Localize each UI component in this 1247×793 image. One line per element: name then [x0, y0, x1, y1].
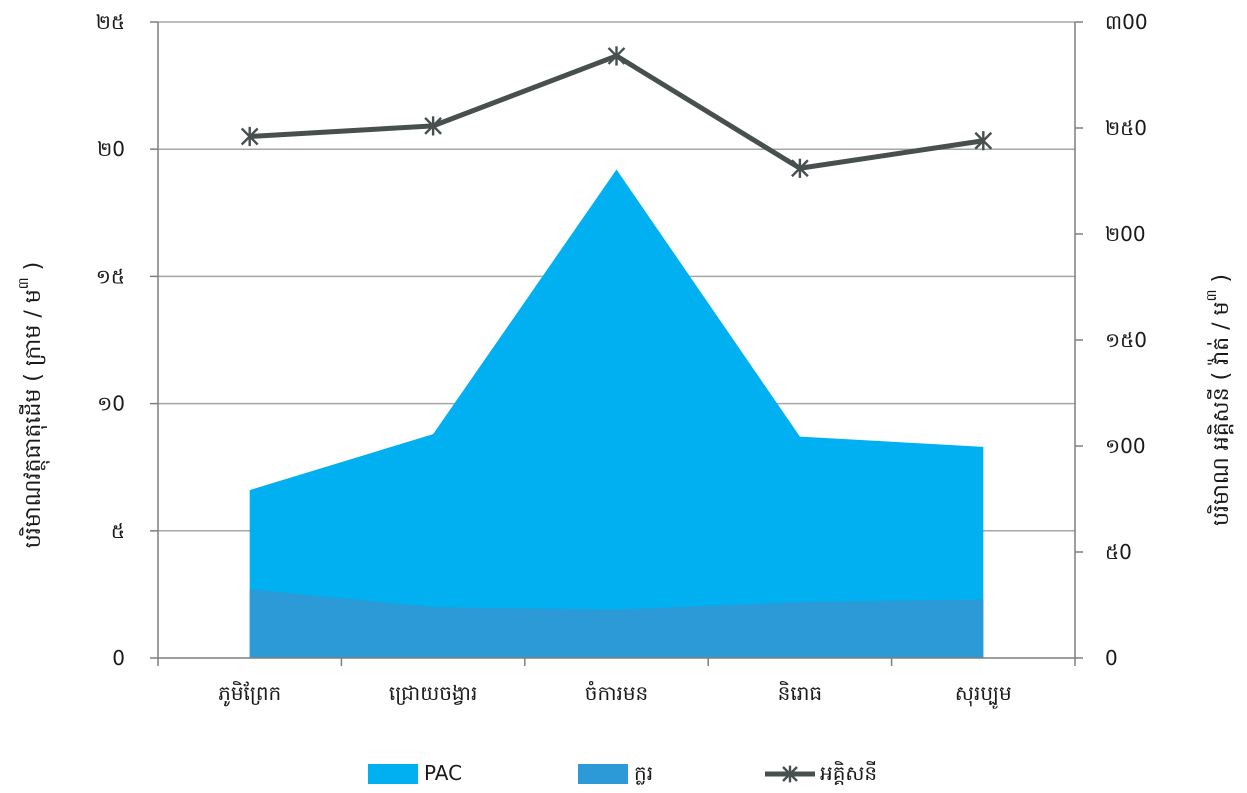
- y-left-tick-label: ១៥: [96, 264, 125, 288]
- legend-label-chlorine: ក្លរ: [634, 761, 653, 785]
- y-right-tick-label: ១៥0: [1105, 328, 1147, 352]
- line-electricity: [249, 53, 984, 171]
- x-tick-label: ជ្រោយចង្វារ: [389, 681, 477, 705]
- y-left-axis-title: បរិមាណវត្ថុធាតុដើម ( ក្រាម / ម៣ ): [16, 262, 50, 548]
- legend-swatch-pac: [368, 764, 418, 784]
- point-electricity: [607, 46, 626, 66]
- legend-swatch-chlorine: [578, 764, 628, 784]
- y-right-tick-label: 0: [1105, 646, 1118, 670]
- x-tick-label: ចំការមន: [585, 680, 648, 705]
- y-right-tick-label: ២00: [1105, 222, 1146, 246]
- y-left-tick-label: ២៥: [96, 10, 125, 34]
- legend-marker-electricity: [782, 765, 798, 783]
- x-tick-label: ភូមិព្រែក: [218, 680, 281, 707]
- point-electricity: [424, 116, 442, 136]
- y-right-tick-label: ៥0: [1105, 540, 1132, 564]
- y-left-tick-label: ១0: [97, 392, 125, 416]
- legend-label-pac: PAC: [424, 761, 462, 785]
- y-left-tick-label: ២0: [97, 137, 125, 161]
- y-right-tick-label: ១00: [1105, 434, 1146, 458]
- point-electricity: [791, 158, 809, 178]
- point-electricity: [240, 126, 259, 147]
- y-left-tick-label: 0: [112, 646, 125, 670]
- legend: PAC ក្លរ អគ្គិសនី: [368, 760, 877, 785]
- axes: [150, 21, 1083, 666]
- area-chlorine: [249, 589, 984, 658]
- point-electricity: [974, 131, 993, 151]
- y-right-tick-label: ៣00: [1105, 10, 1148, 34]
- y-left-tick-label: ៥: [111, 519, 125, 543]
- area-layer: [249, 169, 984, 658]
- y-right-tick-label: ២៥0: [1105, 116, 1147, 140]
- legend-label-electricity: អគ្គិសនី: [820, 760, 877, 785]
- area-pac: [249, 169, 984, 658]
- x-tick-label: សុរប្បូម: [955, 681, 1012, 709]
- line-layer: [240, 46, 993, 178]
- x-tick-label: និរោធ: [778, 680, 822, 705]
- legend-asterisk: [782, 765, 798, 783]
- y-right-axis-title: បរិមាណ អគ្គិសនី ( វ៉ាត់ / ម៣ ): [1204, 274, 1234, 526]
